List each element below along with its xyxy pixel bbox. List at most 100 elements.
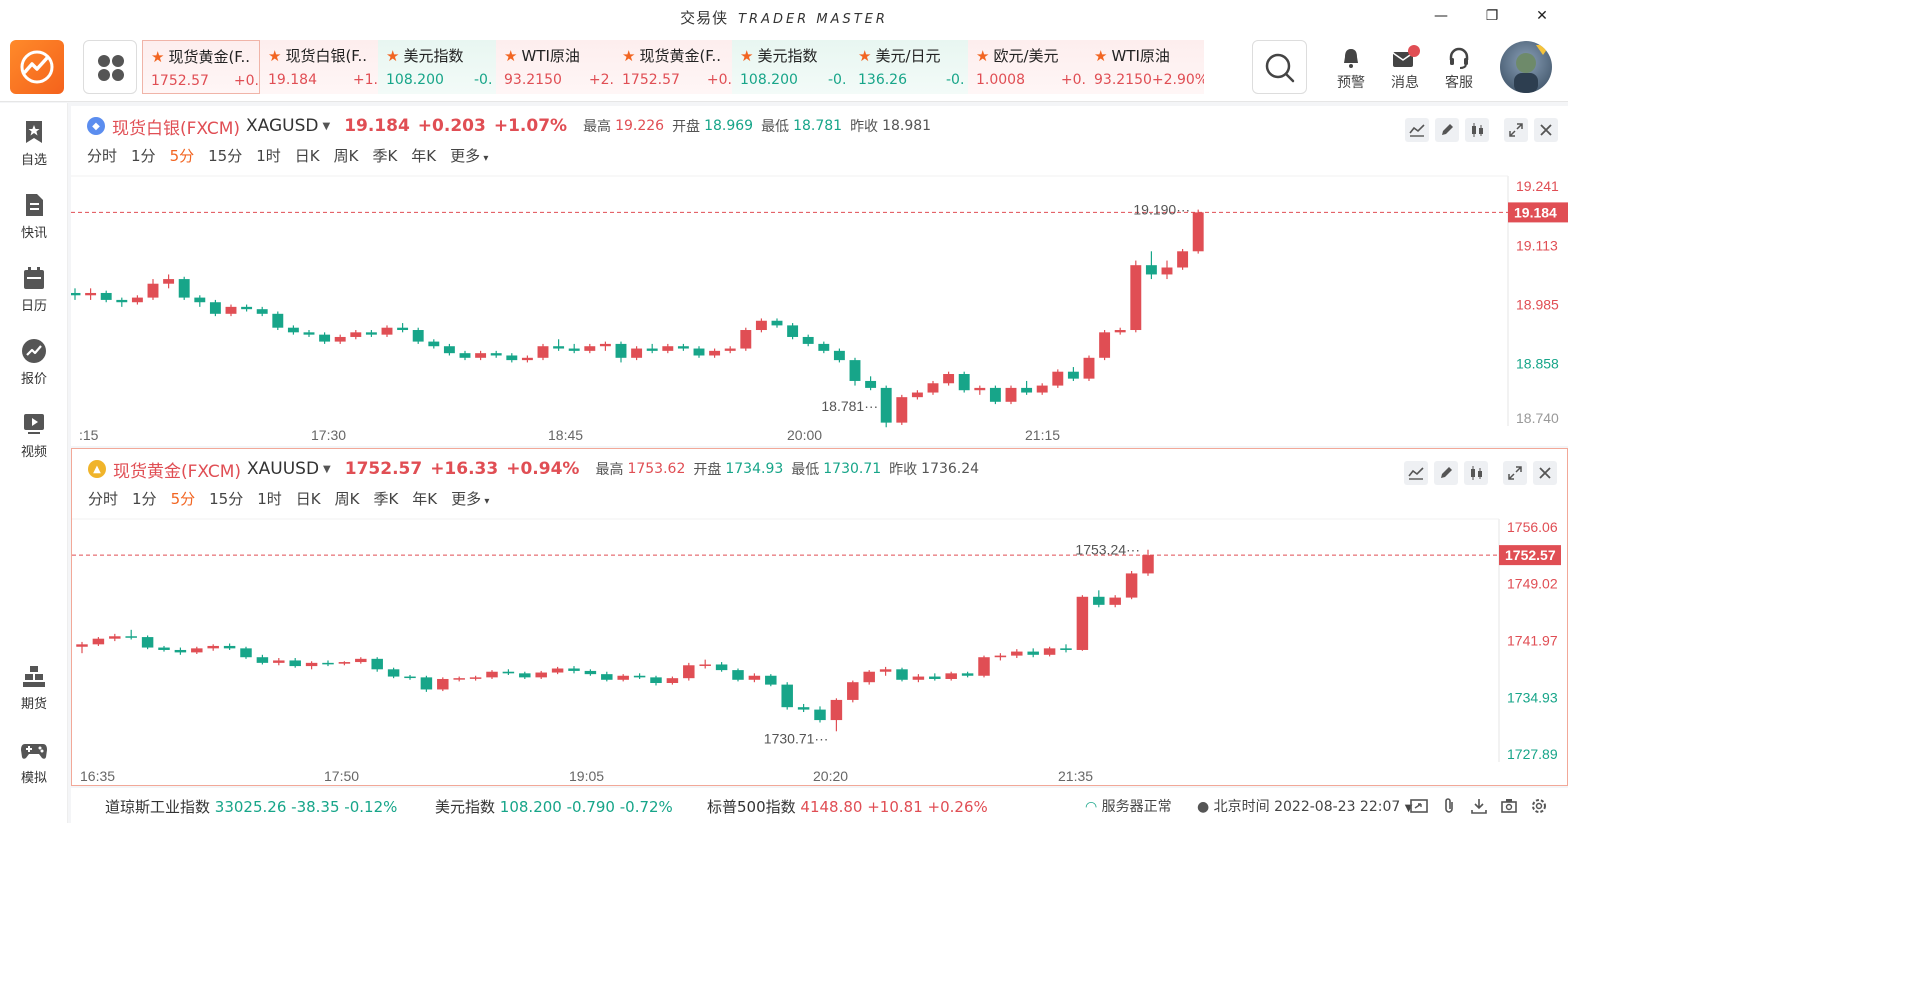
period-tick[interactable]: 分时 (87, 147, 118, 165)
quote-tab-name: ★ 美元指数 (386, 43, 496, 69)
quote-tab[interactable]: ★ WTI原油 93.2150 +2.90% (1086, 40, 1204, 94)
instrument-code[interactable]: XAUUSD (247, 459, 320, 479)
current-price-label: 19.184 (1514, 204, 1557, 220)
window-layout-icon[interactable] (1409, 796, 1429, 816)
close-panel-button[interactable] (1534, 118, 1558, 142)
quote-tab[interactable]: ★ 现货白银(F.. 19.184 +1. (260, 40, 378, 94)
instrument-name[interactable]: 现货白银(FXCM) (112, 118, 240, 139)
sidebar-item-futures[interactable]: 期货 (0, 661, 68, 712)
indicator-button[interactable] (1404, 461, 1428, 485)
period-15m[interactable]: 15分 (209, 490, 244, 508)
index-ticker-dow[interactable]: 道琼斯工业指数 33025.26 -38.35 -0.12% (105, 796, 397, 817)
period-day[interactable]: 日K (294, 147, 320, 165)
download-icon[interactable] (1469, 796, 1489, 816)
quote-tab[interactable]: ★ 美元指数 108.200 -0. (732, 40, 850, 94)
alert-button[interactable]: 预警 (1328, 44, 1374, 92)
star-icon[interactable]: ★ (1094, 47, 1108, 65)
quote-tab[interactable]: ★ 美元/日元 136.26 -0. (850, 40, 968, 94)
candle-body (1043, 648, 1056, 655)
news-icon (26, 194, 43, 216)
period-more[interactable]: 更多 (450, 145, 488, 166)
index-ticker-dxy[interactable]: 美元指数 108.200 -0.790 -0.72% (435, 796, 673, 817)
star-icon[interactable]: ★ (504, 47, 518, 65)
draw-button[interactable] (1435, 118, 1459, 142)
compare-button[interactable] (1465, 118, 1489, 142)
sidebar-item-simulation[interactable]: 模拟 (0, 735, 68, 786)
period-1h[interactable]: 1时 (256, 147, 281, 165)
period-tick[interactable]: 分时 (88, 490, 119, 508)
quote-tab[interactable]: ★ 美元指数 108.200 -0. (378, 40, 496, 94)
service-button[interactable]: 客服 (1436, 44, 1482, 92)
period-15m[interactable]: 15分 (208, 147, 243, 165)
period-1m[interactable]: 1分 (131, 147, 156, 165)
star-icon[interactable]: ★ (386, 47, 400, 65)
app-logo[interactable] (10, 40, 64, 94)
close-button[interactable]: ✕ (1536, 8, 1548, 24)
quote-tab[interactable]: ★ 现货黄金(F.. 1752.57 +0. (614, 40, 732, 94)
candle-body (537, 346, 549, 358)
candlestick-chart[interactable]: 1756.06 1749.02 1741.97 1734.93 1727.89 16:35… (72, 449, 1567, 785)
period-5m[interactable]: 5分 (169, 147, 195, 165)
star-icon[interactable]: ★ (976, 47, 990, 65)
quote-tab[interactable]: ★ 欧元/美元 1.0008 +0. (968, 40, 1086, 94)
period-year[interactable]: 年K (411, 147, 437, 165)
chevron-down-icon[interactable]: ▼ (322, 120, 331, 132)
expand-button[interactable] (1504, 118, 1528, 142)
quote-tab[interactable]: ★ 现货黄金(F.. 1752.57 +0. (142, 40, 260, 94)
panel-tools (1398, 461, 1557, 485)
period-quarter[interactable]: 季K (373, 490, 399, 508)
sidebar-item-video[interactable]: 视频 (0, 409, 68, 460)
sidebar-item-quotes[interactable]: 报价 (0, 336, 68, 387)
screenshot-icon[interactable] (1499, 796, 1519, 816)
index-ticker-spx[interactable]: 标普500指数 4148.80 +10.81 +0.26% (707, 796, 988, 817)
search-button[interactable] (1252, 40, 1307, 94)
quote-tab-values: 108.200 -0. (386, 69, 496, 91)
candle-body (521, 357, 533, 361)
sidebar-item-calendar[interactable]: 日历 (0, 263, 68, 314)
clock[interactable]: ● 北京时间 2022-08-23 22:07 ▼ (1197, 796, 1412, 816)
star-icon[interactable]: ★ (622, 47, 636, 65)
instrument-code[interactable]: XAGUSD (246, 116, 319, 136)
period-more[interactable]: 更多 (451, 488, 489, 509)
period-1h[interactable]: 1时 (257, 490, 282, 508)
sidebar-item-news[interactable]: 快讯 (0, 190, 68, 241)
restore-button[interactable]: ❐ (1485, 8, 1499, 24)
candle-body (683, 665, 695, 679)
candle-body (865, 380, 877, 388)
avatar[interactable] (1500, 41, 1552, 93)
close-panel-button[interactable] (1533, 461, 1557, 485)
messages-button[interactable]: 消息 (1382, 44, 1428, 92)
draw-button[interactable] (1434, 461, 1458, 485)
period-day[interactable]: 日K (295, 490, 321, 508)
minimize-button[interactable]: — (1434, 8, 1448, 24)
period-week[interactable]: 周K (334, 490, 360, 508)
star-icon[interactable]: ★ (151, 48, 165, 66)
candle-body (163, 279, 175, 284)
price-change: +16.33 (430, 459, 499, 479)
candle-body (646, 348, 658, 351)
expand-button[interactable] (1503, 461, 1527, 485)
bell-icon (1344, 49, 1358, 68)
period-week[interactable]: 周K (333, 147, 359, 165)
settings-icon[interactable] (1529, 796, 1549, 816)
candle-body (911, 392, 923, 398)
candlestick-chart[interactable]: 19.241 19.113 18.985 18.858 18.740:15 17:30 18… (71, 106, 1568, 446)
quote-tab-price: 108.200 (740, 72, 798, 88)
star-icon[interactable]: ★ (858, 47, 872, 65)
period-1m[interactable]: 1分 (132, 490, 157, 508)
star-icon[interactable]: ★ (740, 47, 754, 65)
period-year[interactable]: 年K (412, 490, 438, 508)
star-icon[interactable]: ★ (268, 47, 282, 65)
x-tick-label: 19:05 (569, 768, 604, 784)
period-quarter[interactable]: 季K (372, 147, 398, 165)
chevron-down-icon[interactable]: ▼ (323, 463, 331, 475)
quote-tab[interactable]: ★ WTI原油 93.2150 +2. (496, 40, 614, 94)
instrument-name[interactable]: 现货黄金(FXCM) (113, 461, 241, 482)
apps-button[interactable] (83, 40, 137, 94)
attachment-icon[interactable] (1439, 796, 1459, 816)
compare-button[interactable] (1464, 461, 1488, 485)
sidebar-item-watchlist[interactable]: 自选 (0, 117, 68, 168)
period-5m[interactable]: 5分 (170, 490, 196, 508)
indicator-button[interactable] (1405, 118, 1429, 142)
candle-body (256, 309, 268, 314)
